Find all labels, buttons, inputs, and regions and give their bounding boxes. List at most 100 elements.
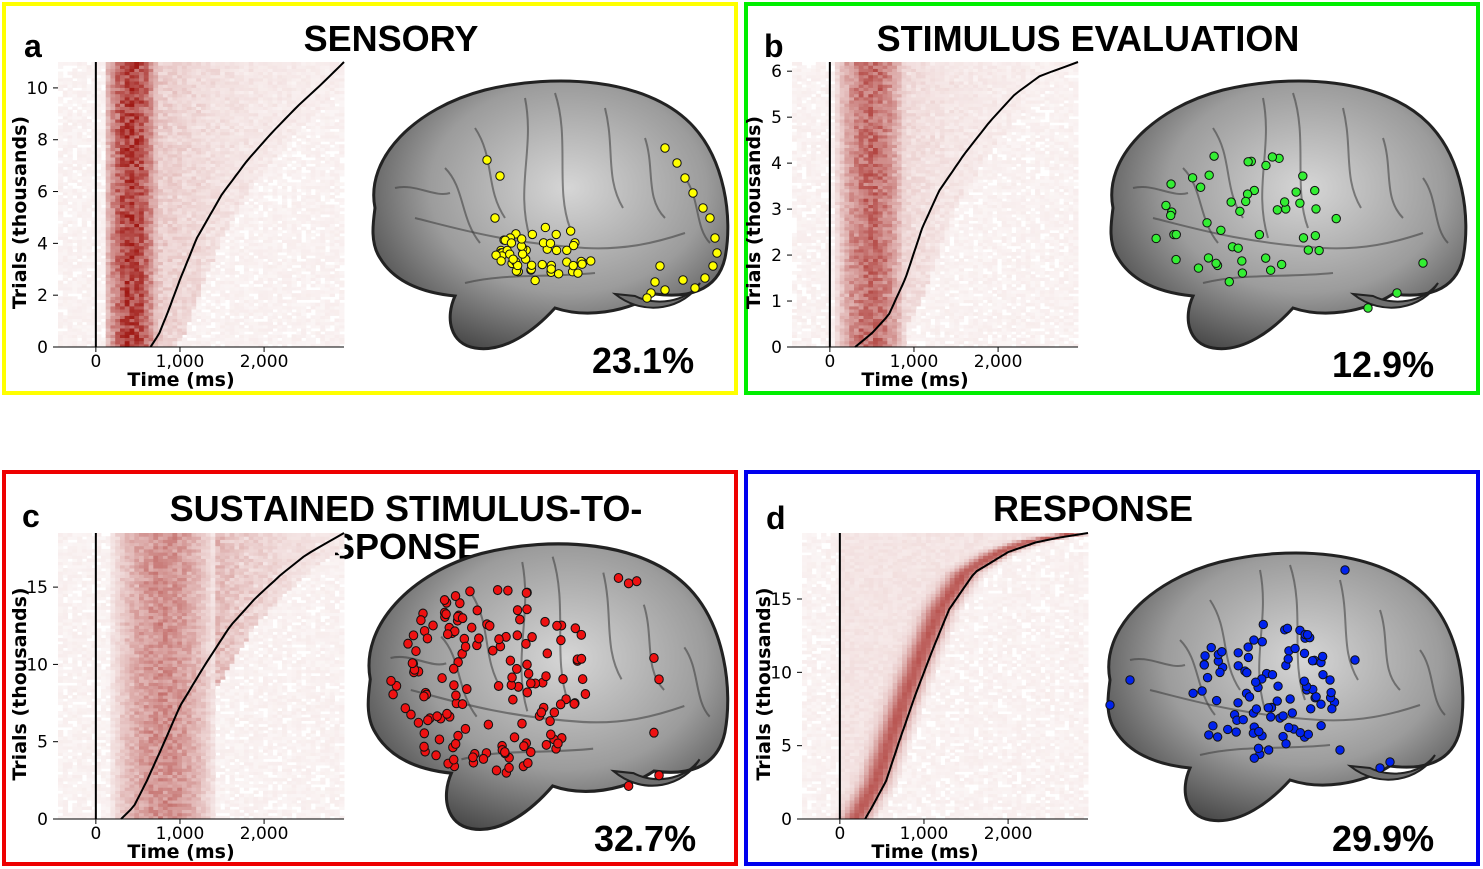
- heatmap-cell: [129, 185, 135, 190]
- heatmap-cell: [267, 71, 273, 76]
- heatmap-cell: [310, 283, 316, 288]
- heatmap-cell: [153, 258, 159, 262]
- heatmap-cell: [134, 144, 140, 148]
- heatmap-cell: [129, 226, 135, 231]
- heatmap-cell: [201, 343, 207, 348]
- heatmap-cell: [210, 90, 216, 95]
- heatmap-cell: [62, 182, 69, 186]
- heatmap-cell: [96, 340, 102, 345]
- heatmap-cell: [177, 182, 183, 186]
- heatmap-cell: [229, 324, 235, 329]
- heatmap-cell: [224, 131, 231, 136]
- heatmap-cell: [105, 96, 111, 101]
- heatmap-cell: [72, 305, 78, 310]
- heatmap-cell: [77, 122, 83, 126]
- heatmap-cell: [277, 109, 283, 114]
- heatmap-cell: [148, 201, 154, 205]
- heatmap-cell: [181, 195, 188, 199]
- heatmap-cell: [134, 160, 140, 164]
- heatmap-cell: [153, 236, 159, 240]
- heatmap-cell: [320, 340, 326, 345]
- heatmap-cell: [191, 334, 197, 338]
- heatmap-cell: [243, 112, 250, 117]
- heatmap-cell: [301, 261, 307, 266]
- heatmap-cell: [67, 112, 73, 117]
- heatmap-cell: [282, 191, 288, 196]
- heatmap-cell: [139, 337, 145, 342]
- heatmap-cell: [96, 77, 102, 82]
- heatmap-cell: [315, 141, 321, 145]
- heatmap-cell: [263, 119, 269, 123]
- heatmap-cell: [301, 312, 307, 316]
- heatmap-cell: [172, 103, 178, 107]
- heatmap-cell: [205, 239, 212, 243]
- heatmap-cell: [100, 71, 107, 76]
- heatmap-cell: [115, 271, 121, 275]
- heatmap-cell: [167, 71, 173, 76]
- heatmap-cell: [301, 150, 307, 155]
- heatmap-cell: [205, 153, 212, 158]
- heatmap-cell: [201, 245, 207, 250]
- heatmap-cell: [324, 302, 331, 307]
- heatmap-cell: [310, 293, 316, 297]
- heatmap-cell: [277, 93, 283, 98]
- heatmap-cell: [91, 255, 97, 259]
- heatmap-cell: [67, 150, 73, 155]
- heatmap-cell: [177, 312, 183, 316]
- heatmap-cell: [86, 172, 92, 177]
- heatmap-cell: [296, 245, 302, 250]
- heatmap-cell: [181, 274, 188, 278]
- heatmap-cell: [91, 207, 97, 212]
- heatmap-cell: [229, 71, 235, 76]
- heatmap-cell: [315, 185, 321, 190]
- heatmap-cell: [282, 122, 288, 126]
- heatmap-cell: [72, 264, 78, 269]
- heatmap-cell: [339, 128, 345, 133]
- heatmap-cell: [220, 210, 226, 215]
- heatmap-cell: [134, 103, 140, 107]
- heatmap-cell: [272, 315, 278, 319]
- heatmap-cell: [277, 207, 283, 212]
- heatmap-cell: [115, 125, 121, 129]
- heatmap-cell: [181, 176, 188, 180]
- heatmap-cell: [263, 176, 269, 180]
- heatmap-cell: [62, 321, 69, 326]
- heatmap-cell: [158, 157, 164, 161]
- heatmap-cell: [177, 274, 183, 278]
- heatmap-cell: [258, 302, 264, 307]
- heatmap-cell: [329, 255, 335, 259]
- heatmap-cell: [148, 176, 154, 180]
- heatmap-cell: [153, 204, 159, 209]
- heatmap-cell: [91, 340, 97, 345]
- heatmap-cell: [215, 271, 221, 275]
- heatmap-cell: [181, 271, 188, 275]
- heatmap-cell: [305, 217, 312, 221]
- heatmap-cell: [110, 90, 116, 95]
- heatmap-cell: [124, 331, 130, 335]
- heatmap-cell: [148, 302, 154, 307]
- heatmap-cell: [224, 115, 231, 120]
- heatmap-cell: [58, 214, 64, 218]
- heatmap-cell: [224, 172, 231, 177]
- heatmap-cell: [873, 343, 879, 348]
- heatmap-cell: [229, 93, 235, 98]
- heatmap-cell: [158, 106, 164, 110]
- heatmap-cell: [854, 340, 860, 345]
- heatmap-cell: [86, 153, 92, 158]
- heatmap-cell: [129, 153, 135, 158]
- heatmap-cell: [86, 169, 92, 174]
- heatmap-cell: [320, 343, 326, 348]
- heatmap-cell: [324, 337, 331, 342]
- heatmap-cell: [205, 188, 212, 193]
- heatmap-cell: [162, 302, 169, 307]
- heatmap-cell: [172, 217, 178, 221]
- heatmap-cell: [196, 128, 202, 133]
- heatmap-cell: [120, 318, 126, 323]
- heatmap-cell: [143, 157, 150, 161]
- heatmap-cell: [291, 125, 297, 129]
- heatmap-cell: [296, 176, 302, 180]
- heatmap-cell: [167, 217, 173, 221]
- heatmap-cell: [258, 236, 264, 240]
- heatmap-cell: [282, 81, 288, 85]
- heatmap-cell: [153, 179, 159, 183]
